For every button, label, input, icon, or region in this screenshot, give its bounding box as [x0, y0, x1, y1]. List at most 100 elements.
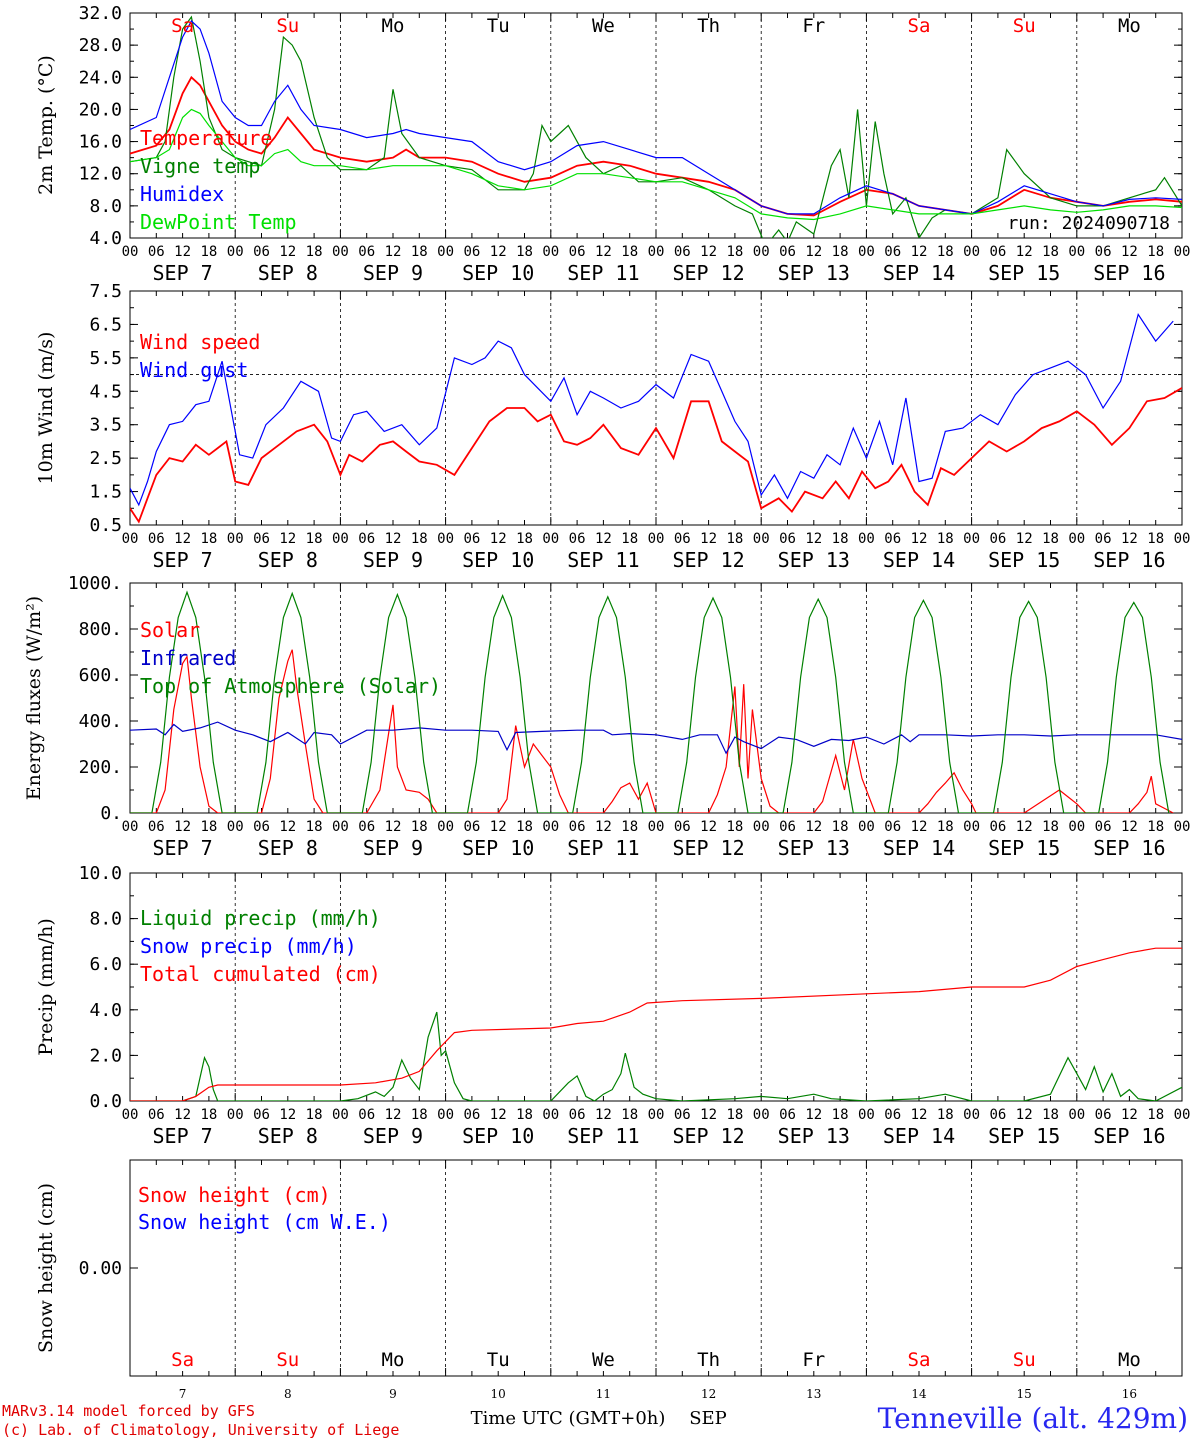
- series-line-dewpoint-temp: [130, 108, 1182, 221]
- x-hour-label: 18: [621, 819, 638, 835]
- x-hour-label: 12: [279, 531, 296, 547]
- x-hour-label: 18: [726, 1107, 743, 1123]
- y-tick-label: 400.: [79, 711, 122, 732]
- legend-entry: Snow height (cm): [138, 1183, 331, 1207]
- y-tick-label: 1000.: [68, 573, 122, 594]
- x-hour-label: 00: [753, 819, 770, 835]
- panel-2: 0.5 1.5 2.5 3.5 4.5 5.5 6.5 7.5 10m Wind (m/s) Wi…: [35, 281, 1190, 572]
- weekday-label: Mo: [382, 15, 405, 37]
- x-date-label: SEP 16: [1093, 1124, 1165, 1148]
- weekday-label: Mo: [382, 1349, 405, 1371]
- x-hour-label: 18: [937, 1107, 954, 1123]
- y-tick-label: 200.: [79, 757, 122, 778]
- x-hour-label: 18: [832, 531, 849, 547]
- legend-entry: Total cumulated (cm): [140, 962, 381, 986]
- x-hour-label: 06: [253, 531, 270, 547]
- x-hour-label: 06: [358, 819, 375, 835]
- x-hour-label: 06: [1095, 819, 1112, 835]
- x-date-label: SEP 14: [883, 1124, 955, 1148]
- x-hour-label: 00: [858, 1107, 875, 1123]
- series-group: [130, 947, 1182, 1101]
- y-tick-label: 2.0: [89, 1045, 122, 1066]
- y-tick-label: 1.5: [89, 482, 122, 503]
- x-hour-label: 00: [542, 819, 559, 835]
- series-line-top-of-atmosphere-solar-: [130, 590, 1170, 813]
- x-date-label: SEP 14: [883, 836, 955, 860]
- y-tick-label: 24.0: [79, 67, 122, 88]
- legend-entry: Infrared: [140, 646, 236, 670]
- x-date-label: SEP 10: [462, 548, 534, 572]
- x-date-label: SEP 9: [363, 548, 423, 572]
- x-hour-label: 18: [411, 1107, 428, 1123]
- x-hour-label: 00: [437, 531, 454, 547]
- x-hour-label: 12: [490, 531, 507, 547]
- x-hour-label: 18: [726, 244, 743, 260]
- x-hour-label: 06: [779, 819, 796, 835]
- series-line-infrared: [130, 721, 1182, 755]
- x-hour-label: 06: [884, 244, 901, 260]
- x-hour-label: 18: [306, 1107, 323, 1123]
- weekday-label: We: [592, 15, 615, 37]
- y-tick-label: 12.0: [79, 164, 122, 185]
- x-hour-label: 06: [358, 1107, 375, 1123]
- x-hour-label: 12: [174, 1107, 191, 1123]
- day-number: 7: [179, 1387, 187, 1401]
- y-tick-label: 10.0: [79, 863, 122, 884]
- x-hour-label: 06: [569, 819, 586, 835]
- x-hour-label: 18: [411, 819, 428, 835]
- y-tick-label: 0.5: [89, 515, 122, 536]
- x-hour-label: 12: [1121, 531, 1138, 547]
- x-hour-label: 00: [437, 819, 454, 835]
- x-hour-label: 00: [963, 1107, 980, 1123]
- x-date-label: SEP 16: [1093, 548, 1165, 572]
- x-hour-label: 12: [490, 819, 507, 835]
- x-hour-label: 18: [1147, 819, 1164, 835]
- y-tick-label: 32.0: [79, 3, 122, 24]
- x-hour-label: 12: [385, 819, 402, 835]
- x-hour-label: 12: [1016, 1107, 1033, 1123]
- y-tick-label: 4.5: [89, 381, 122, 402]
- x-hour-label: 00: [227, 819, 244, 835]
- y-tick-label: 8.0: [89, 196, 122, 217]
- y-tick-label: 800.: [79, 619, 122, 640]
- x-hour-label: 06: [253, 244, 270, 260]
- x-hour-label: 00: [963, 819, 980, 835]
- x-date-label: SEP 15: [988, 261, 1060, 285]
- series-line-liquid-precip-mm-h-: [130, 1011, 1182, 1101]
- weekday-label: Su: [276, 15, 299, 37]
- x-hour-label: 06: [884, 819, 901, 835]
- y-axis-label: 2m Temp. (°C): [35, 55, 57, 195]
- x-date-label: SEP 8: [258, 836, 318, 860]
- x-hour-label: 18: [306, 244, 323, 260]
- run-label: run: 2024090718: [1007, 213, 1170, 234]
- x-hour-label: 00: [1174, 819, 1191, 835]
- legend-entry: Humidex: [140, 182, 224, 206]
- x-hour-label: 00: [858, 819, 875, 835]
- x-hour-label: 06: [148, 531, 165, 547]
- x-hour-label: 12: [490, 244, 507, 260]
- x-hour-label: 18: [516, 1107, 533, 1123]
- panel-1: 4.0 8.0 12.0 16.0 20.0 24.0 28.0 32.0 2m Temp. (…: [35, 3, 1190, 285]
- x-date-label: SEP 8: [258, 1124, 318, 1148]
- x-date-label: SEP 7: [152, 836, 212, 860]
- x-hour-label: 06: [569, 531, 586, 547]
- x-hour-label: 06: [674, 1107, 691, 1123]
- x-hour-label: 00: [1174, 1107, 1191, 1123]
- day-number: 8: [284, 1387, 292, 1401]
- x-date-label: SEP 11: [567, 261, 639, 285]
- x-date-label: SEP 12: [672, 548, 744, 572]
- x-hour-label: 18: [200, 244, 217, 260]
- x-hour-label: 12: [805, 1107, 822, 1123]
- legend-entry: DewPoint Temp: [140, 210, 297, 234]
- x-hour-label: 06: [253, 1107, 270, 1123]
- x-hour-label: 12: [911, 1107, 928, 1123]
- x-date-label: SEP 11: [567, 1124, 639, 1148]
- x-hour-label: 00: [858, 244, 875, 260]
- x-hour-label: 18: [200, 1107, 217, 1123]
- x-hour-label: 12: [805, 531, 822, 547]
- weekday-label: Su: [1013, 1349, 1036, 1371]
- x-date-label: SEP 13: [778, 836, 850, 860]
- x-hour-label: 06: [779, 531, 796, 547]
- x-hour-label: 12: [595, 1107, 612, 1123]
- x-hour-label: 00: [858, 531, 875, 547]
